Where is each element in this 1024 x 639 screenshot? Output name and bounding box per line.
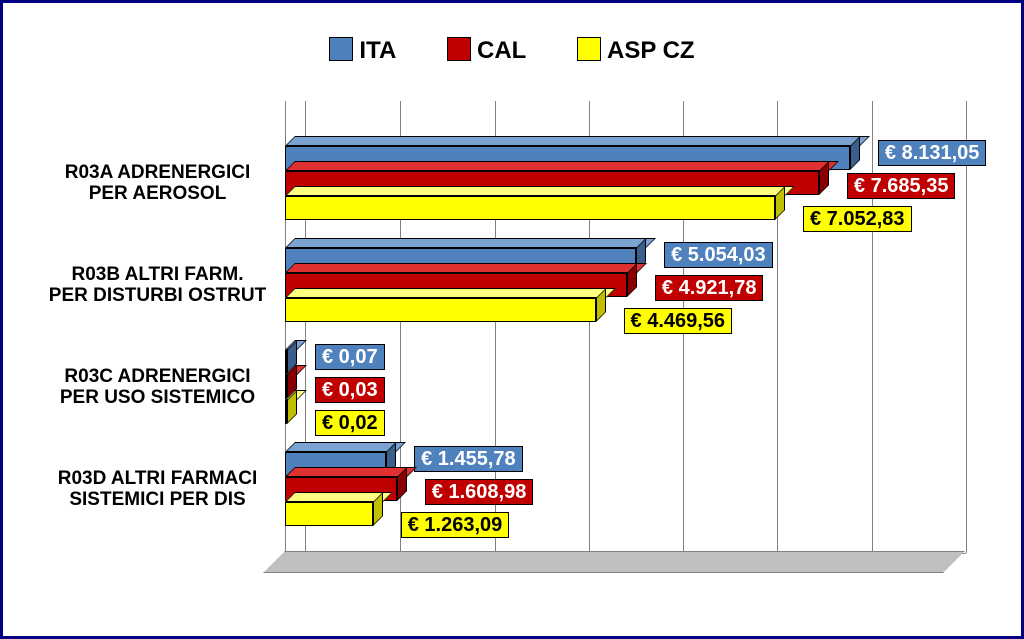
value-label: € 7.685,35 <box>847 173 956 199</box>
bar <box>285 502 373 526</box>
bar <box>285 298 596 322</box>
value-label: € 0,07 <box>315 344 385 370</box>
category-label-line: PER AEROSOL <box>45 183 270 204</box>
bar-top-face <box>285 136 870 146</box>
legend-label-ita: ITA <box>359 37 396 64</box>
category-label-line: R03A ADRENERGICI <box>45 162 270 183</box>
plot-area: R03A ADRENERGICIPER AEROSOL R03B ALTRI FA… <box>45 113 985 603</box>
category-axis-labels: R03A ADRENERGICIPER AEROSOL R03B ALTRI FA… <box>45 113 270 603</box>
value-label: € 1.263,09 <box>401 512 510 538</box>
gridline <box>872 101 873 553</box>
value-label: € 7.052,83 <box>803 206 912 232</box>
value-label: € 8.131,05 <box>878 140 987 166</box>
category-label-line: SISTEMICI PER DIS <box>45 489 270 510</box>
legend-label-cal: CAL <box>477 37 526 64</box>
value-label: € 5.054,03 <box>664 242 773 268</box>
category-label-line: PER USO SISTEMICO <box>45 387 270 408</box>
bar <box>285 400 287 424</box>
category-label: R03B ALTRI FARM.PER DISTURBI OSTRUT <box>45 264 270 307</box>
category-label-line: PER DISTURBI OSTRUT <box>45 285 270 306</box>
value-label: € 4.921,78 <box>655 275 764 301</box>
legend-item-aspcz: ASP CZ <box>577 37 695 65</box>
legend: ITA CAL ASP CZ <box>3 37 1021 65</box>
plot-floor <box>263 551 965 573</box>
value-label: € 1.608,98 <box>425 479 534 505</box>
bar-top-face <box>285 288 616 298</box>
value-label: € 0,03 <box>315 377 385 403</box>
legend-swatch-ita <box>329 37 353 61</box>
plot-3d: € 8.131,05€ 7.685,35€ 7.052,83€ 5.054,03… <box>285 113 965 573</box>
legend-label-aspcz: ASP CZ <box>607 37 695 64</box>
gridline <box>966 101 967 553</box>
category-label-line: R03C ADRENERGICI <box>45 366 270 387</box>
value-label: € 0,02 <box>315 410 385 436</box>
bar <box>285 196 775 220</box>
category-label-line: R03D ALTRI FARMACI <box>45 468 270 489</box>
bar <box>285 350 287 374</box>
legend-item-ita: ITA <box>329 37 396 65</box>
bar-top-face <box>285 263 647 273</box>
bar <box>285 375 287 399</box>
category-label: R03D ALTRI FARMACISISTEMICI PER DIS <box>45 468 270 511</box>
category-label: R03C ADRENERGICIPER USO SISTEMICO <box>45 366 270 409</box>
value-label: € 4.469,56 <box>624 308 733 334</box>
legend-item-cal: CAL <box>447 37 526 65</box>
bar-top-face <box>285 238 656 248</box>
category-label-line: R03B ALTRI FARM. <box>45 264 270 285</box>
chart-frame: ITA CAL ASP CZ R03A ADRENERGICIPER AEROS… <box>0 0 1024 639</box>
legend-swatch-aspcz <box>577 37 601 61</box>
bar-top-face <box>285 161 839 171</box>
category-label: R03A ADRENERGICIPER AEROSOL <box>45 162 270 205</box>
legend-swatch-cal <box>447 37 471 61</box>
value-label: € 1.455,78 <box>414 446 523 472</box>
bar-top-face <box>285 186 795 196</box>
